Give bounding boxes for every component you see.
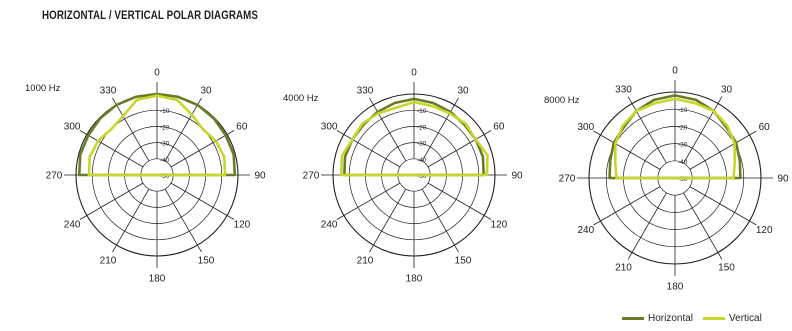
polar-chart-1: 0 30 60 90 120 150 180 210 240 270 300 330 -10 -20 -30… xyxy=(25,68,266,285)
radial-label: -10 xyxy=(678,107,688,114)
grid-spoke xyxy=(683,192,723,260)
page-title: HORIZONTAL / VERTICAL POLAR DIAGRAMS xyxy=(42,10,258,22)
grid-spoke xyxy=(689,130,757,170)
series-horizontal xyxy=(343,97,485,177)
grid-spoke xyxy=(112,188,150,253)
radial-label: -30 xyxy=(417,141,427,148)
grid-spoke xyxy=(369,188,407,253)
angle-label: 0 xyxy=(672,66,678,77)
angle-label: 330 xyxy=(357,86,374,97)
chart-title: 8000 Hz xyxy=(544,95,580,106)
grid-spoke xyxy=(170,130,235,168)
grid-spoke xyxy=(79,130,144,168)
angle-label: 120 xyxy=(756,225,773,236)
grid-spoke xyxy=(593,186,661,226)
angle-label: 90 xyxy=(511,171,523,182)
angle-label: 180 xyxy=(667,282,684,293)
angle-label: 240 xyxy=(577,225,594,236)
grid-spoke xyxy=(336,130,401,168)
grid-spoke xyxy=(627,96,667,164)
angle-label: 330 xyxy=(100,86,117,97)
series-horizontal xyxy=(608,94,742,180)
legend-swatch-horizontal xyxy=(622,317,644,320)
radial-label: -40 xyxy=(417,157,427,164)
grid-spoke xyxy=(164,97,202,162)
angle-label: 150 xyxy=(718,263,735,274)
radial-label: -20 xyxy=(417,124,427,131)
radial-label: -50 xyxy=(678,176,688,183)
grid-spoke xyxy=(112,97,150,162)
angle-label: 300 xyxy=(577,122,594,133)
chart-title: 4000 Hz xyxy=(283,93,319,104)
radial-label: -20 xyxy=(678,124,688,131)
radial-label: -50 xyxy=(417,173,427,180)
grid-spoke xyxy=(421,97,459,162)
radial-label: -40 xyxy=(678,159,688,166)
series-horizontal xyxy=(77,92,237,177)
angle-label: 30 xyxy=(721,84,733,95)
legend-label-vertical: Vertical xyxy=(729,313,762,324)
angle-label: 60 xyxy=(236,122,248,133)
angle-label: 300 xyxy=(64,122,81,133)
legend-label-horizontal: Horizontal xyxy=(648,313,694,324)
angle-label: 0 xyxy=(154,68,160,79)
grid-spoke xyxy=(683,96,723,164)
legend: Horizontal Vertical xyxy=(622,313,772,324)
series-vertical xyxy=(613,97,737,180)
angle-label: 240 xyxy=(64,220,81,231)
series-vertical xyxy=(87,94,227,177)
polar-chart-2: 0 30 60 90 120 150 180 210 240 270 300 330 -10 -20 -30… xyxy=(283,68,523,285)
angle-label: 30 xyxy=(200,86,212,97)
radial-label: -10 xyxy=(417,108,427,115)
legend-swatch-vertical xyxy=(703,317,726,320)
angle-label: 270 xyxy=(46,171,63,182)
angle-label: 60 xyxy=(759,122,771,133)
grid-spoke xyxy=(421,188,459,253)
angle-label: 210 xyxy=(357,255,374,266)
radial-label: -10 xyxy=(160,108,170,115)
angle-label: 270 xyxy=(303,171,320,182)
angle-label: 300 xyxy=(321,122,338,133)
radial-label: -40 xyxy=(160,157,170,164)
angle-label: 210 xyxy=(615,263,632,274)
angle-label: 90 xyxy=(254,171,266,182)
chart-title: 1000 Hz xyxy=(25,83,61,94)
angle-label: 150 xyxy=(455,255,472,266)
grid-spoke xyxy=(170,182,235,220)
grid-spoke xyxy=(593,130,661,170)
series-vertical xyxy=(339,100,489,177)
angle-label: 180 xyxy=(406,274,423,285)
angle-label: 30 xyxy=(457,86,469,97)
grid-spoke xyxy=(689,186,757,226)
angle-label: 120 xyxy=(491,220,508,231)
radial-label: -50 xyxy=(160,173,170,180)
angle-label: 90 xyxy=(777,174,789,185)
polar-chart-3: 0 30 60 90 120 150 180 210 240 270 300 330 -10 -20 -30… xyxy=(544,66,789,293)
grid-spoke xyxy=(427,182,492,220)
radial-label: -20 xyxy=(160,124,170,131)
legend-item-horizontal: Horizontal xyxy=(622,313,693,324)
angle-label: 60 xyxy=(493,122,505,133)
radial-label: -30 xyxy=(678,142,688,149)
grid-spoke xyxy=(369,97,407,162)
angle-label: 210 xyxy=(100,255,117,266)
angle-label: 120 xyxy=(234,220,251,231)
angle-label: 240 xyxy=(321,220,338,231)
grid-spoke xyxy=(427,130,492,168)
grid-spoke xyxy=(164,188,202,253)
angle-label: 270 xyxy=(559,174,576,185)
legend-item-vertical: Vertical xyxy=(703,313,762,324)
grid-spoke xyxy=(627,192,667,260)
radial-label: -30 xyxy=(160,141,170,148)
angle-label: 0 xyxy=(411,68,417,79)
angle-label: 330 xyxy=(615,84,632,95)
angle-label: 150 xyxy=(198,255,215,266)
angle-label: 180 xyxy=(149,274,166,285)
grid-spoke xyxy=(79,182,144,220)
grid-spoke xyxy=(336,182,401,220)
